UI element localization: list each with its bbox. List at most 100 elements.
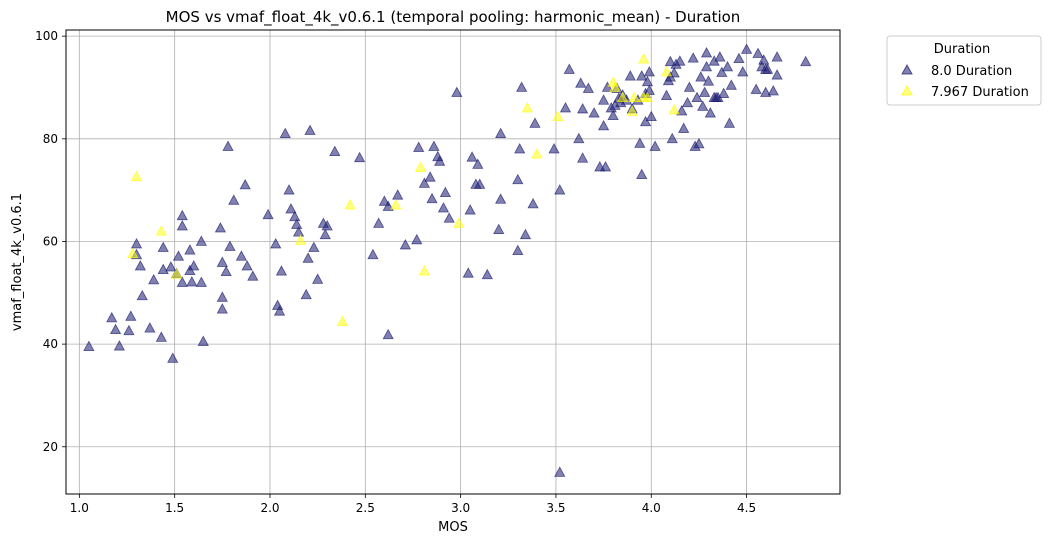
data-point-series-1 <box>239 178 251 190</box>
data-point-series-1 <box>283 184 295 195</box>
data-point-series-2 <box>418 265 431 276</box>
data-point-series-1 <box>643 84 655 95</box>
data-point-series-2 <box>531 148 543 159</box>
data-point-series-1 <box>554 184 566 195</box>
data-point-series-1 <box>399 239 411 250</box>
data-point-series-1 <box>262 208 274 220</box>
data-point-series-1 <box>512 173 524 185</box>
data-point-series-1 <box>718 87 730 98</box>
data-point-series-2 <box>521 101 533 113</box>
data-point-series-2 <box>628 91 640 103</box>
data-point-series-1 <box>695 71 707 82</box>
data-point-series-2 <box>127 247 139 259</box>
data-point-series-1 <box>721 60 734 72</box>
data-point-series-1 <box>134 260 146 271</box>
data-point-series-1 <box>443 212 455 223</box>
data-point-series-1 <box>588 107 600 118</box>
data-point-series-2 <box>617 91 629 103</box>
data-point-series-1 <box>411 233 423 245</box>
data-point-series-1 <box>687 52 699 63</box>
data-point-series-2 <box>336 315 349 326</box>
data-point-series-1 <box>312 273 324 284</box>
data-point-series-1 <box>767 85 779 96</box>
legend-marker-series-1 <box>901 63 913 75</box>
data-point-series-1 <box>270 237 282 249</box>
data-point-series-1 <box>285 203 297 214</box>
data-point-series-1 <box>563 63 575 74</box>
data-point-series-1 <box>279 127 291 138</box>
legend-marker-series-2 <box>901 84 913 96</box>
data-point-series-1 <box>319 228 331 240</box>
data-point-series-1 <box>666 132 678 144</box>
data-point-series-1 <box>300 288 312 300</box>
data-point-series-1 <box>771 51 783 62</box>
data-point-series-1 <box>176 209 188 221</box>
data-point-series-1 <box>155 331 167 342</box>
data-point-series-1 <box>308 241 320 252</box>
data-point-series-1 <box>106 311 118 323</box>
data-point-series-1 <box>472 158 484 169</box>
data-point-series-1 <box>664 55 676 67</box>
data-point-series-1 <box>714 51 726 62</box>
data-point-series-1 <box>373 217 385 228</box>
x-tick-label: 4.5 <box>737 501 756 515</box>
data-point-series-1 <box>109 323 122 335</box>
data-point-series-1 <box>516 81 528 92</box>
data-point-series-2 <box>130 170 143 182</box>
data-point-series-1 <box>474 178 486 189</box>
data-point-series-1 <box>691 91 703 103</box>
data-point-series-1 <box>641 75 654 87</box>
grid <box>66 30 840 494</box>
x-tick-label: 3.0 <box>451 501 470 515</box>
y-tick-label: 40 <box>43 337 58 351</box>
data-point-series-1 <box>740 43 753 54</box>
data-point-series-2 <box>552 110 564 122</box>
data-point-series-1 <box>636 168 648 180</box>
data-point-series-1 <box>645 110 657 122</box>
data-point-series-1 <box>577 103 589 114</box>
data-point-series-2 <box>294 234 307 245</box>
data-point-series-1 <box>424 171 436 182</box>
data-point-series-1 <box>434 155 446 166</box>
data-point-series-1 <box>624 70 636 81</box>
data-point-series-1 <box>771 69 783 80</box>
data-point-series-1 <box>519 228 532 240</box>
data-point-series-1 <box>649 140 661 151</box>
data-point-series-1 <box>228 194 240 205</box>
data-point-series-1 <box>113 340 125 351</box>
data-point-series-1 <box>660 89 673 100</box>
data-point-series-1 <box>573 132 585 144</box>
data-point-series-1 <box>291 218 303 229</box>
data-point-series-1 <box>725 79 737 90</box>
data-point-series-1 <box>761 63 774 74</box>
data-point-series-1 <box>464 204 476 215</box>
data-point-series-1 <box>304 124 316 135</box>
axis-ticks: 1.0 1.5 2.0 2.5 3.0 3.5 4.0 4.5 20 40 60 80 100 <box>35 29 756 515</box>
data-point-series-1 <box>195 276 207 287</box>
data-point-series-1 <box>599 161 612 172</box>
x-axis-label: MOS <box>438 520 468 535</box>
x-tick-label: 1.5 <box>165 501 184 515</box>
data-point-series-1 <box>321 220 333 231</box>
data-point-series-1 <box>130 237 143 249</box>
data-point-series-1 <box>172 250 185 261</box>
data-point-series-1 <box>639 115 652 127</box>
data-points <box>83 43 812 477</box>
data-point-series-1 <box>418 177 431 188</box>
data-point-series-1 <box>382 200 394 211</box>
data-point-series-1 <box>674 55 686 66</box>
data-point-series-1 <box>607 109 619 121</box>
data-point-series-1 <box>329 145 341 156</box>
data-point-series-1 <box>683 81 696 92</box>
y-tick-label: 60 <box>43 234 58 248</box>
data-point-series-1 <box>83 340 95 351</box>
x-tick-label: 1.0 <box>70 501 89 515</box>
data-point-series-1 <box>582 82 594 93</box>
data-point-series-1 <box>733 52 745 64</box>
data-point-series-1 <box>529 117 541 128</box>
data-point-series-1 <box>575 77 587 88</box>
data-point-series-1 <box>426 192 438 204</box>
x-tick-label: 2.5 <box>356 501 375 515</box>
data-point-series-2 <box>609 81 621 92</box>
legend-frame <box>886 35 1042 106</box>
